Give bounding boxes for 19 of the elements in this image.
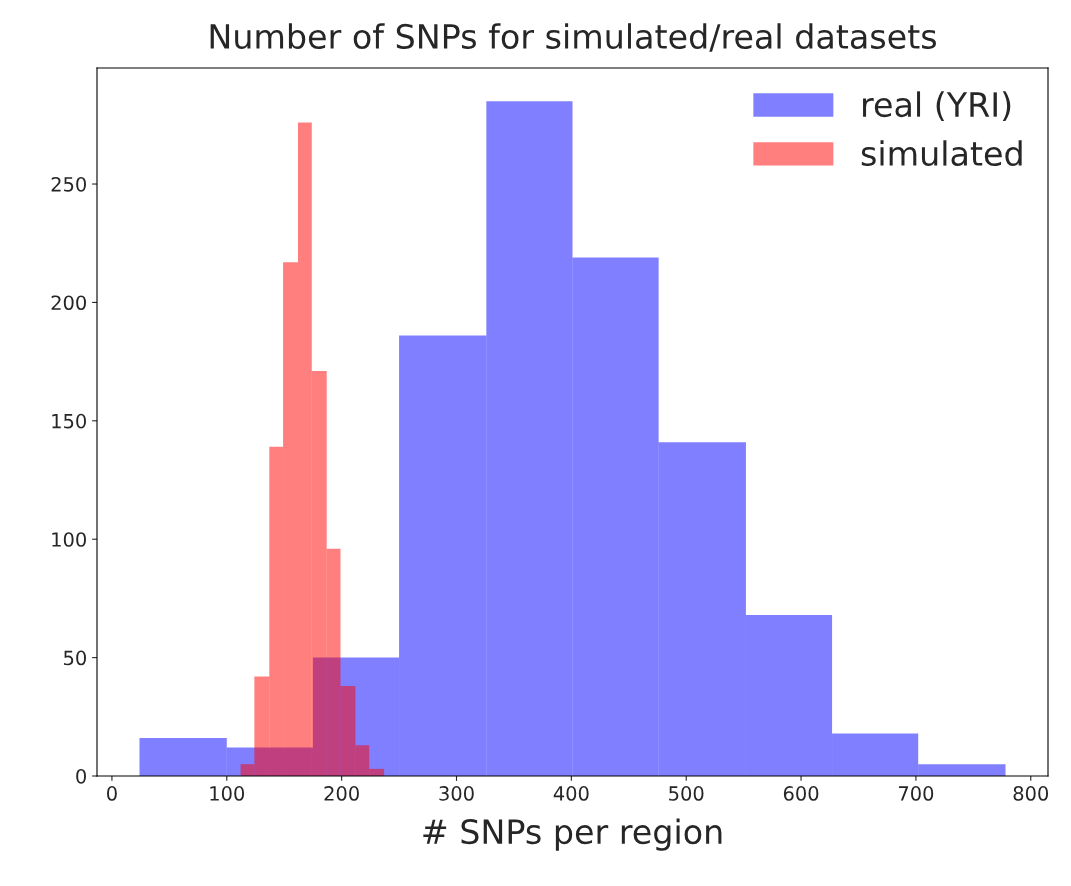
x-tick-label: 300	[439, 786, 474, 801]
y-tick-label: 150	[52, 413, 86, 429]
y-tick-label: 200	[51, 295, 86, 311]
x-tick-label: 0	[107, 786, 117, 801]
x-axis-title: # SNPs per region	[423, 818, 722, 851]
chart-title: Number of SNPs for simulated/real datasets	[210, 23, 936, 52]
x-tick-label: 200	[324, 786, 359, 801]
x-tick-label: 600	[783, 786, 819, 801]
y-tick-label: 100	[52, 532, 86, 547]
legend-label: simulated	[861, 140, 1022, 167]
y-tick-label: 250	[51, 176, 86, 192]
x-tick-label: 700	[898, 786, 934, 801]
x-tick-label: 100	[210, 786, 245, 801]
x-tick-label: 800	[1013, 786, 1049, 801]
x-tick-label: 500	[669, 786, 704, 801]
x-tick-label: 400	[553, 786, 589, 801]
y-tick-label: 50	[64, 650, 86, 666]
y-tick-label: 0	[76, 768, 86, 784]
legend-label: real (YRI)	[863, 91, 1011, 122]
